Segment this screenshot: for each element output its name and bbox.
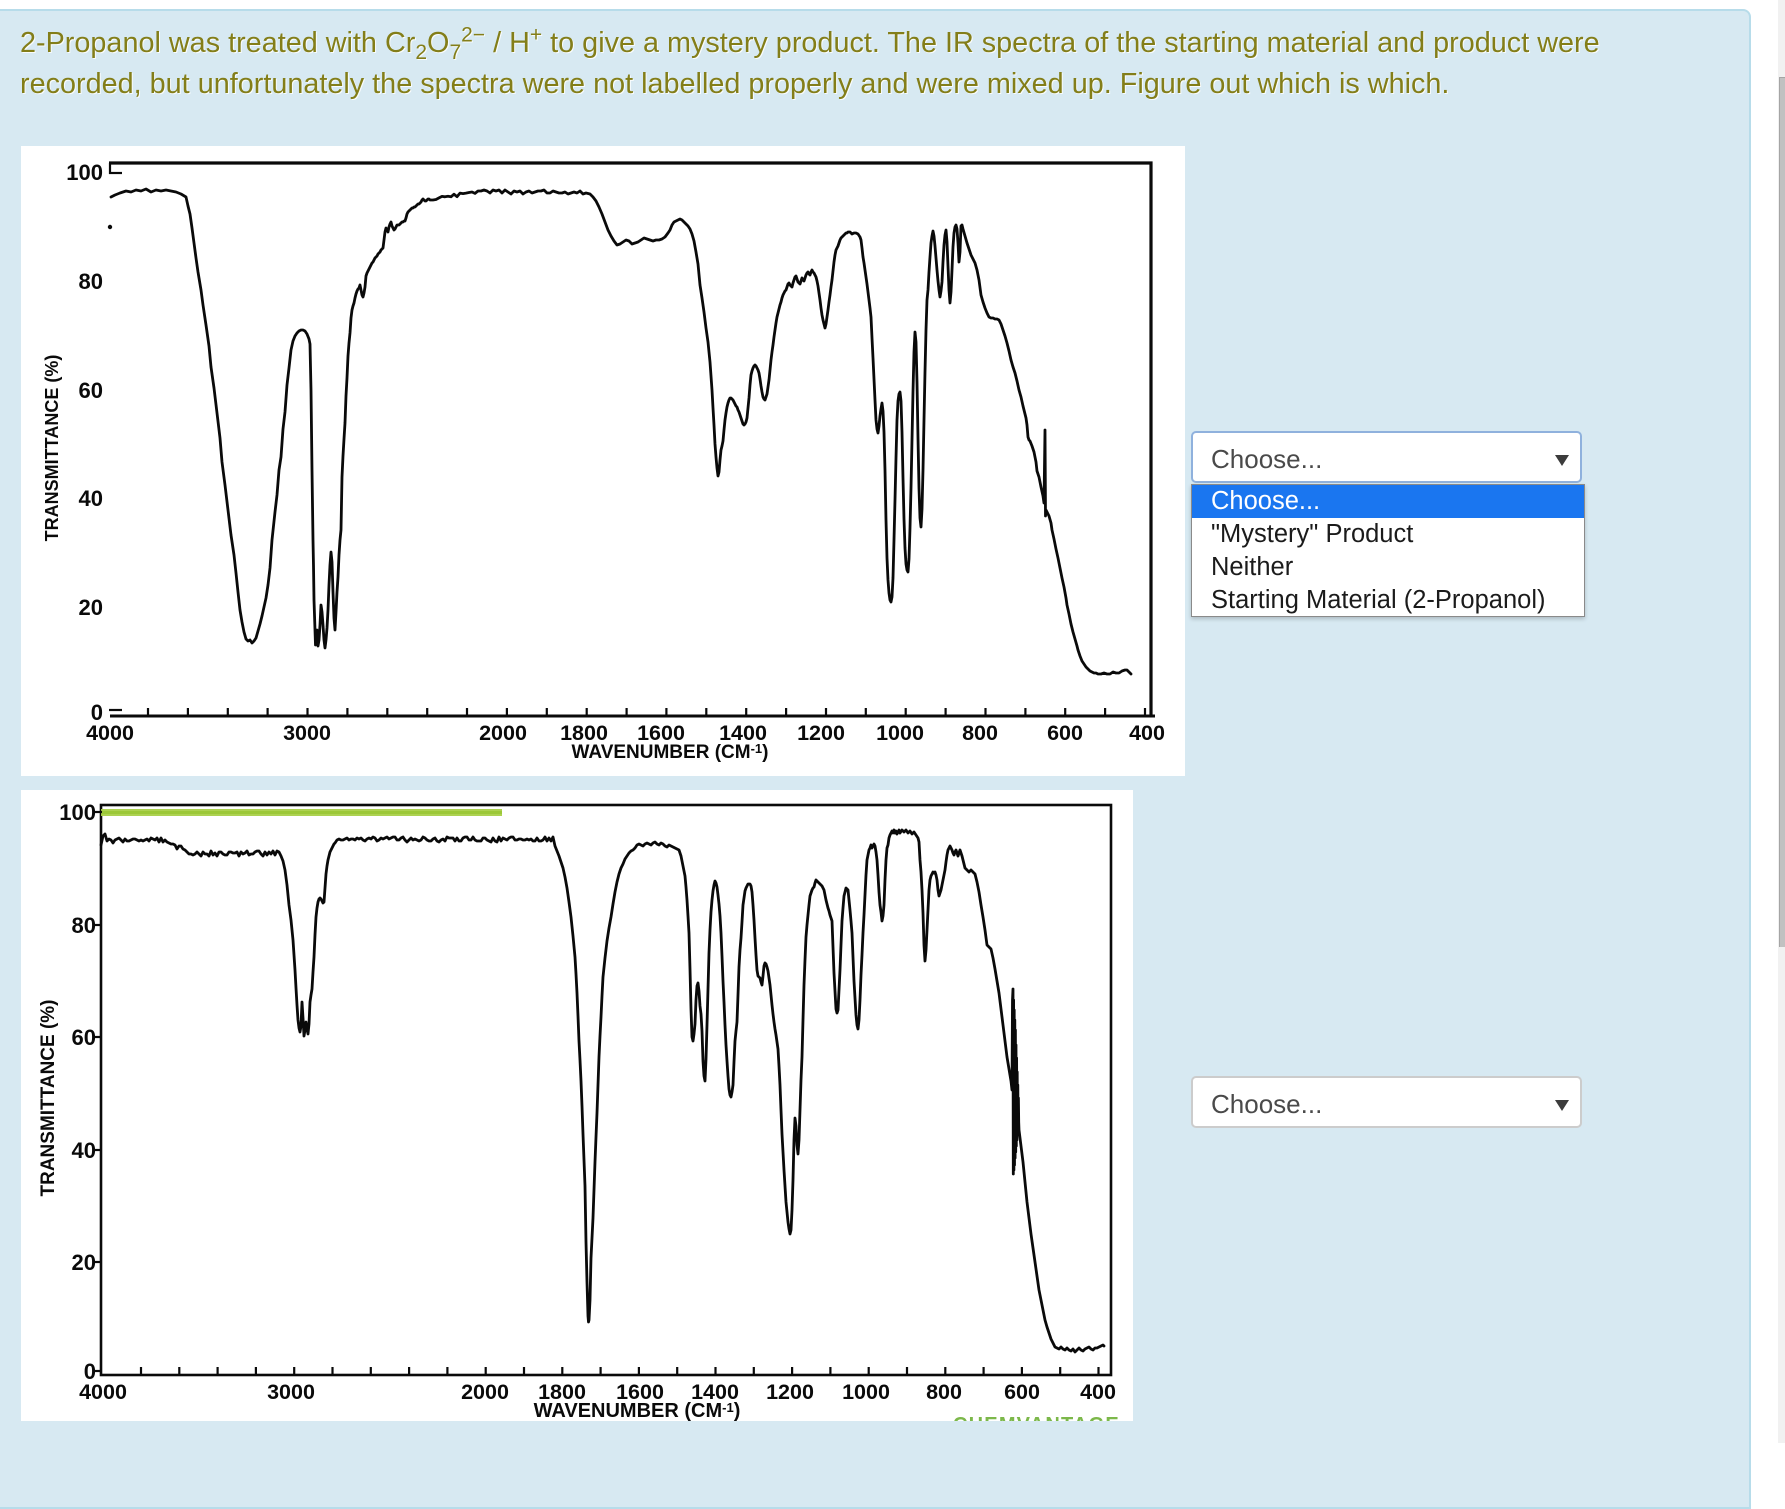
- svg-text:800: 800: [962, 721, 998, 745]
- svg-text:3000: 3000: [267, 1380, 315, 1404]
- svg-text:20: 20: [79, 595, 103, 620]
- svg-text:1800: 1800: [538, 1380, 586, 1404]
- svg-text:60: 60: [72, 1025, 96, 1050]
- svg-text:2000: 2000: [479, 721, 527, 745]
- svg-text:600: 600: [1004, 1380, 1040, 1404]
- svg-text:TRANSMITTANCE (%): TRANSMITTANCE (%): [42, 355, 62, 542]
- svg-text:1200: 1200: [766, 1380, 814, 1404]
- svg-text:0: 0: [91, 700, 103, 725]
- svg-text:600: 600: [1047, 721, 1083, 745]
- svg-text:4000: 4000: [79, 1380, 127, 1404]
- svg-text:1000: 1000: [876, 721, 924, 745]
- svg-text:1200: 1200: [797, 721, 845, 745]
- svg-text:80: 80: [79, 269, 103, 294]
- svg-text:60: 60: [79, 378, 103, 403]
- svg-text:1800: 1800: [560, 721, 608, 745]
- svg-text:1400: 1400: [719, 721, 767, 745]
- svg-text:40: 40: [79, 486, 103, 511]
- svg-text:3000: 3000: [283, 721, 331, 745]
- svg-text:400: 400: [1129, 721, 1165, 745]
- svg-text:40: 40: [72, 1138, 96, 1163]
- svg-text:400: 400: [1080, 1380, 1116, 1404]
- svg-text:1000: 1000: [842, 1380, 890, 1404]
- svg-text:4000: 4000: [86, 721, 134, 745]
- svg-text:2000: 2000: [461, 1380, 509, 1404]
- svg-text:800: 800: [926, 1380, 962, 1404]
- svg-text:80: 80: [72, 913, 96, 938]
- svg-text:CHEMVANTAGE: CHEMVANTAGE: [953, 1414, 1120, 1421]
- svg-text:100: 100: [66, 160, 103, 185]
- svg-text:100: 100: [59, 800, 96, 825]
- svg-text:1400: 1400: [691, 1380, 739, 1404]
- svg-text:TRANSMITTANCE (%): TRANSMITTANCE (%): [38, 999, 59, 1196]
- svg-text:1600: 1600: [637, 721, 685, 745]
- svg-text:20: 20: [72, 1250, 96, 1275]
- svg-text:WAVENUMBER (CM-1): WAVENUMBER (CM-1): [534, 1400, 741, 1421]
- svg-text:1600: 1600: [616, 1380, 664, 1404]
- svg-text:WAVENUMBER (CM-1): WAVENUMBER (CM-1): [572, 741, 769, 763]
- svg-text:0: 0: [84, 1359, 96, 1384]
